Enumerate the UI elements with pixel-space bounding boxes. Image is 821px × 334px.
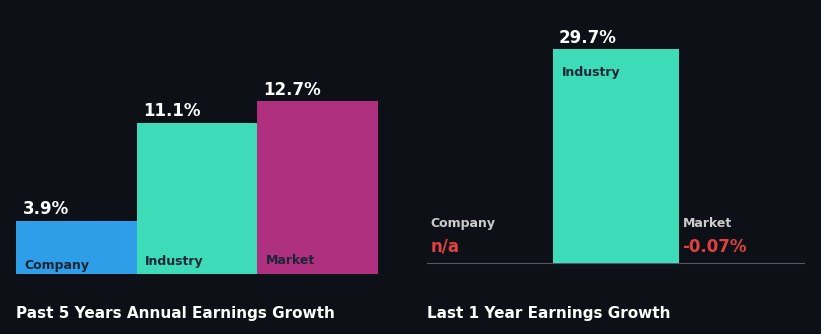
Text: Industry: Industry [145, 255, 204, 268]
Text: Last 1 Year Earnings Growth: Last 1 Year Earnings Growth [427, 307, 671, 321]
Text: Market: Market [266, 254, 315, 267]
Text: Company: Company [25, 259, 89, 272]
Text: Industry: Industry [562, 66, 620, 79]
Text: 12.7%: 12.7% [264, 80, 321, 99]
Text: 29.7%: 29.7% [559, 29, 617, 47]
Text: Market: Market [682, 216, 732, 229]
Bar [137, 123, 257, 274]
Text: n/a: n/a [431, 238, 460, 256]
Bar [16, 221, 137, 274]
Text: -0.07%: -0.07% [682, 238, 747, 256]
Bar [553, 49, 679, 263]
Text: 11.1%: 11.1% [143, 103, 200, 120]
Text: Company: Company [431, 216, 496, 229]
Text: 3.9%: 3.9% [22, 200, 69, 218]
Text: Past 5 Years Annual Earnings Growth: Past 5 Years Annual Earnings Growth [16, 307, 335, 321]
Bar [257, 101, 378, 274]
